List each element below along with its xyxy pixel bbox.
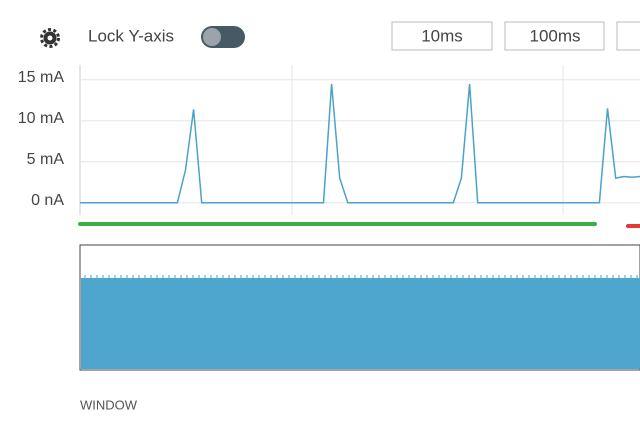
zoom-button-label: 100ms (529, 26, 580, 45)
zoom-button[interactable] (616, 21, 640, 51)
current-trace (80, 83, 640, 204)
window-overview[interactable] (79, 244, 640, 371)
lock-label: Lock Y-axis (88, 26, 174, 45)
zoom-button[interactable] (504, 21, 605, 51)
y-tick-label: 0 nA (31, 192, 64, 209)
y-tick-label: 10 mA (18, 110, 65, 127)
window-label: WINDOW (80, 397, 138, 412)
zoom-button-label: 10ms (421, 26, 463, 45)
zoom-button[interactable] (391, 21, 493, 51)
settings-icon[interactable] (40, 28, 60, 48)
y-tick-label: 5 mA (27, 151, 65, 168)
lock-toggle[interactable] (201, 26, 245, 48)
y-tick-label: 15 mA (18, 69, 65, 86)
